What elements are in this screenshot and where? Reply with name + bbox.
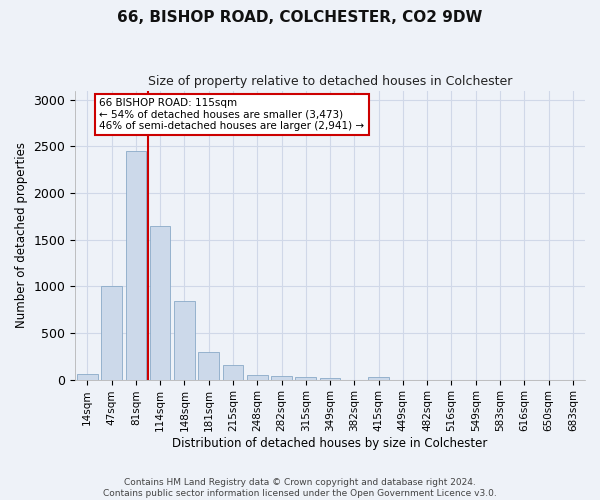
Text: Contains HM Land Registry data © Crown copyright and database right 2024.
Contai: Contains HM Land Registry data © Crown c…: [103, 478, 497, 498]
Text: 66 BISHOP ROAD: 115sqm
← 54% of detached houses are smaller (3,473)
46% of semi-: 66 BISHOP ROAD: 115sqm ← 54% of detached…: [100, 98, 365, 131]
Title: Size of property relative to detached houses in Colchester: Size of property relative to detached ho…: [148, 75, 512, 88]
Y-axis label: Number of detached properties: Number of detached properties: [15, 142, 28, 328]
Bar: [199, 352, 219, 380]
Bar: [125, 151, 146, 380]
Bar: [77, 374, 98, 380]
Bar: [174, 302, 195, 380]
Bar: [101, 286, 122, 380]
X-axis label: Distribution of detached houses by size in Colchester: Distribution of detached houses by size …: [172, 437, 488, 450]
Bar: [223, 365, 243, 380]
Text: 66, BISHOP ROAD, COLCHESTER, CO2 9DW: 66, BISHOP ROAD, COLCHESTER, CO2 9DW: [118, 10, 482, 25]
Bar: [271, 376, 292, 380]
Bar: [368, 377, 389, 380]
Bar: [295, 377, 316, 380]
Bar: [320, 378, 340, 380]
Bar: [150, 226, 170, 380]
Bar: [247, 375, 268, 380]
